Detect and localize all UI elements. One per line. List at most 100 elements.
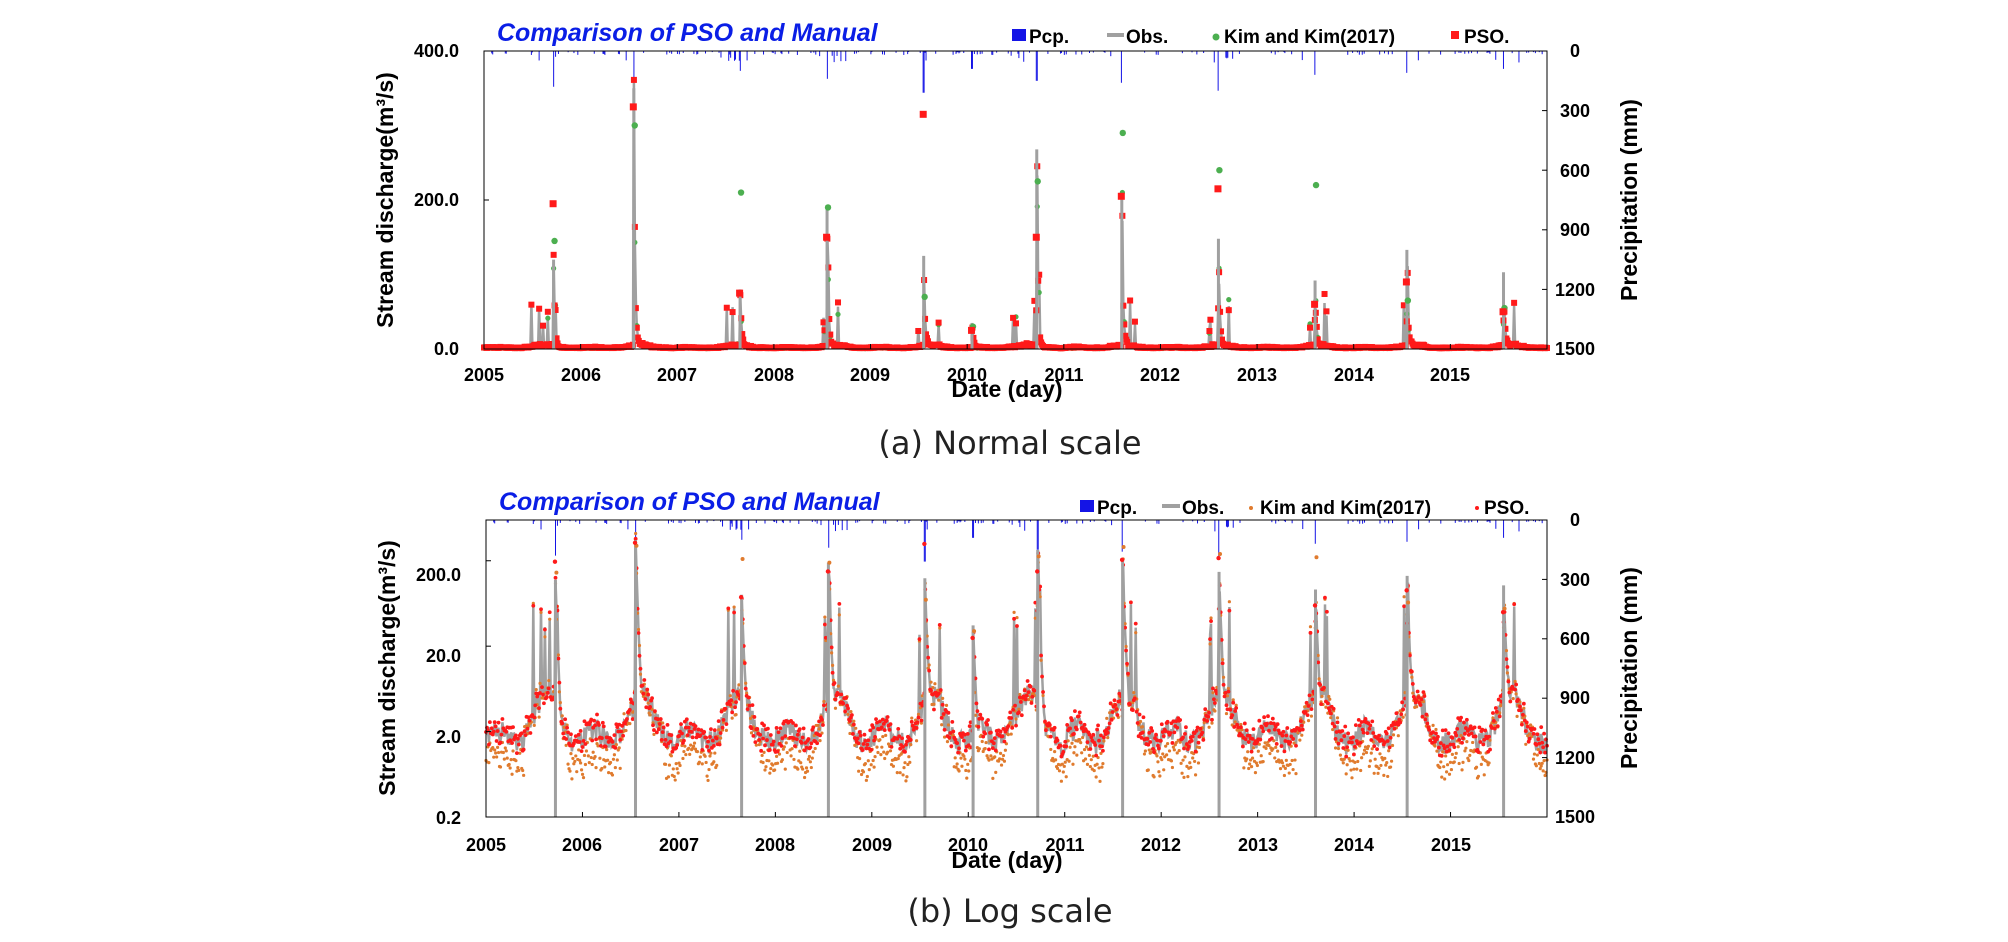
pso-point	[974, 701, 979, 706]
pso-point	[1506, 679, 1511, 684]
kim-point	[1138, 719, 1143, 724]
y-tick-label: 200.0	[416, 565, 461, 585]
kim-point	[1249, 765, 1254, 769]
pso-point	[723, 706, 728, 711]
kim-point	[1396, 734, 1400, 738]
pso-point	[1375, 747, 1379, 751]
pso-point	[633, 324, 640, 331]
pso-point	[1012, 616, 1016, 621]
pso-point	[1243, 737, 1248, 742]
kim-point	[1233, 720, 1237, 724]
kim-point	[557, 690, 561, 694]
kim-point	[1263, 741, 1267, 745]
pso-point	[1281, 729, 1286, 734]
pso-point	[1358, 740, 1363, 745]
pso-point	[927, 668, 932, 673]
x-tick-label: 2015	[1431, 835, 1471, 855]
pso-point	[1444, 749, 1449, 754]
pso-point	[709, 727, 713, 732]
kim-point	[749, 731, 754, 735]
pso-point	[1388, 735, 1393, 740]
pso-point	[1331, 706, 1336, 711]
pso-point	[1519, 708, 1523, 713]
pso-point	[1356, 717, 1361, 722]
pso-point	[1133, 621, 1138, 626]
kim-point	[648, 713, 652, 717]
legend-label-obs: Obs.	[1182, 498, 1224, 519]
pso-point	[1184, 725, 1188, 730]
pso-point	[686, 725, 691, 730]
y-axis-label: Stream discharge(m³/s)	[374, 540, 400, 796]
pso-point	[740, 336, 747, 343]
pso-point	[1040, 674, 1044, 679]
kim-point	[906, 762, 910, 767]
pso-point	[646, 692, 651, 697]
pso-point	[1137, 712, 1142, 717]
pso-point	[905, 739, 909, 744]
pso-point	[590, 738, 595, 743]
kim-point	[1250, 756, 1255, 760]
kim-point	[809, 765, 813, 770]
pso-point	[1384, 731, 1389, 736]
pso-point	[1342, 734, 1347, 738]
x-tick-label: 2008	[755, 835, 795, 855]
kim-point	[534, 688, 538, 692]
pso-point	[1309, 707, 1314, 711]
pso-point	[794, 737, 799, 742]
kim-point	[998, 751, 1003, 755]
pso-point	[1258, 737, 1263, 742]
pso-point	[1461, 736, 1465, 741]
kim-point	[511, 749, 515, 753]
pso-point	[1122, 332, 1129, 339]
kim-point	[1085, 762, 1090, 766]
pso-point	[522, 729, 527, 734]
pso-point	[1029, 701, 1034, 705]
kim-point	[709, 751, 713, 755]
pso-point	[581, 739, 586, 743]
kim-point	[1053, 750, 1057, 754]
pso-point	[1088, 747, 1093, 751]
kim-point	[1435, 749, 1439, 753]
kim-point	[538, 681, 542, 685]
pso-point	[1129, 600, 1133, 605]
kim-point	[1181, 758, 1185, 762]
pso-point	[1335, 720, 1340, 725]
pso-point	[871, 725, 876, 730]
x-tick-label: 2014	[1334, 835, 1374, 855]
kim-point	[919, 721, 924, 725]
pso-point	[863, 739, 868, 743]
pso-point	[761, 736, 765, 741]
pso-point	[766, 726, 770, 731]
y-axis-label: Stream discharge(m³/s)	[372, 72, 398, 328]
pso-point	[1065, 722, 1070, 727]
kim-point	[963, 757, 967, 761]
kim-point	[1308, 625, 1313, 629]
kim-point	[966, 762, 970, 766]
pso-point	[1010, 314, 1017, 321]
pso-point	[739, 331, 746, 338]
kim-point	[764, 765, 768, 769]
pso-point	[630, 76, 637, 83]
kim-point	[857, 769, 861, 773]
pso-point	[514, 733, 518, 738]
kim-point	[596, 744, 600, 748]
pso-point	[747, 703, 752, 708]
kim-point	[594, 766, 598, 770]
pso-point	[1321, 290, 1328, 297]
kim-point	[903, 761, 907, 765]
kim-point	[487, 761, 491, 765]
kim-point	[1160, 758, 1164, 762]
pso-point	[1355, 741, 1360, 746]
pso-point	[642, 678, 647, 682]
kim-point	[1528, 723, 1533, 727]
kim-point	[836, 684, 840, 688]
pso-point	[1283, 739, 1288, 743]
kim-point	[1316, 653, 1320, 658]
pso-point	[841, 701, 846, 706]
pso-point	[1424, 712, 1429, 717]
kim-point	[673, 778, 677, 782]
pso-point	[1132, 696, 1137, 701]
pso-point	[1073, 709, 1077, 714]
pso-point	[1516, 697, 1520, 702]
pso-point	[1145, 736, 1150, 741]
